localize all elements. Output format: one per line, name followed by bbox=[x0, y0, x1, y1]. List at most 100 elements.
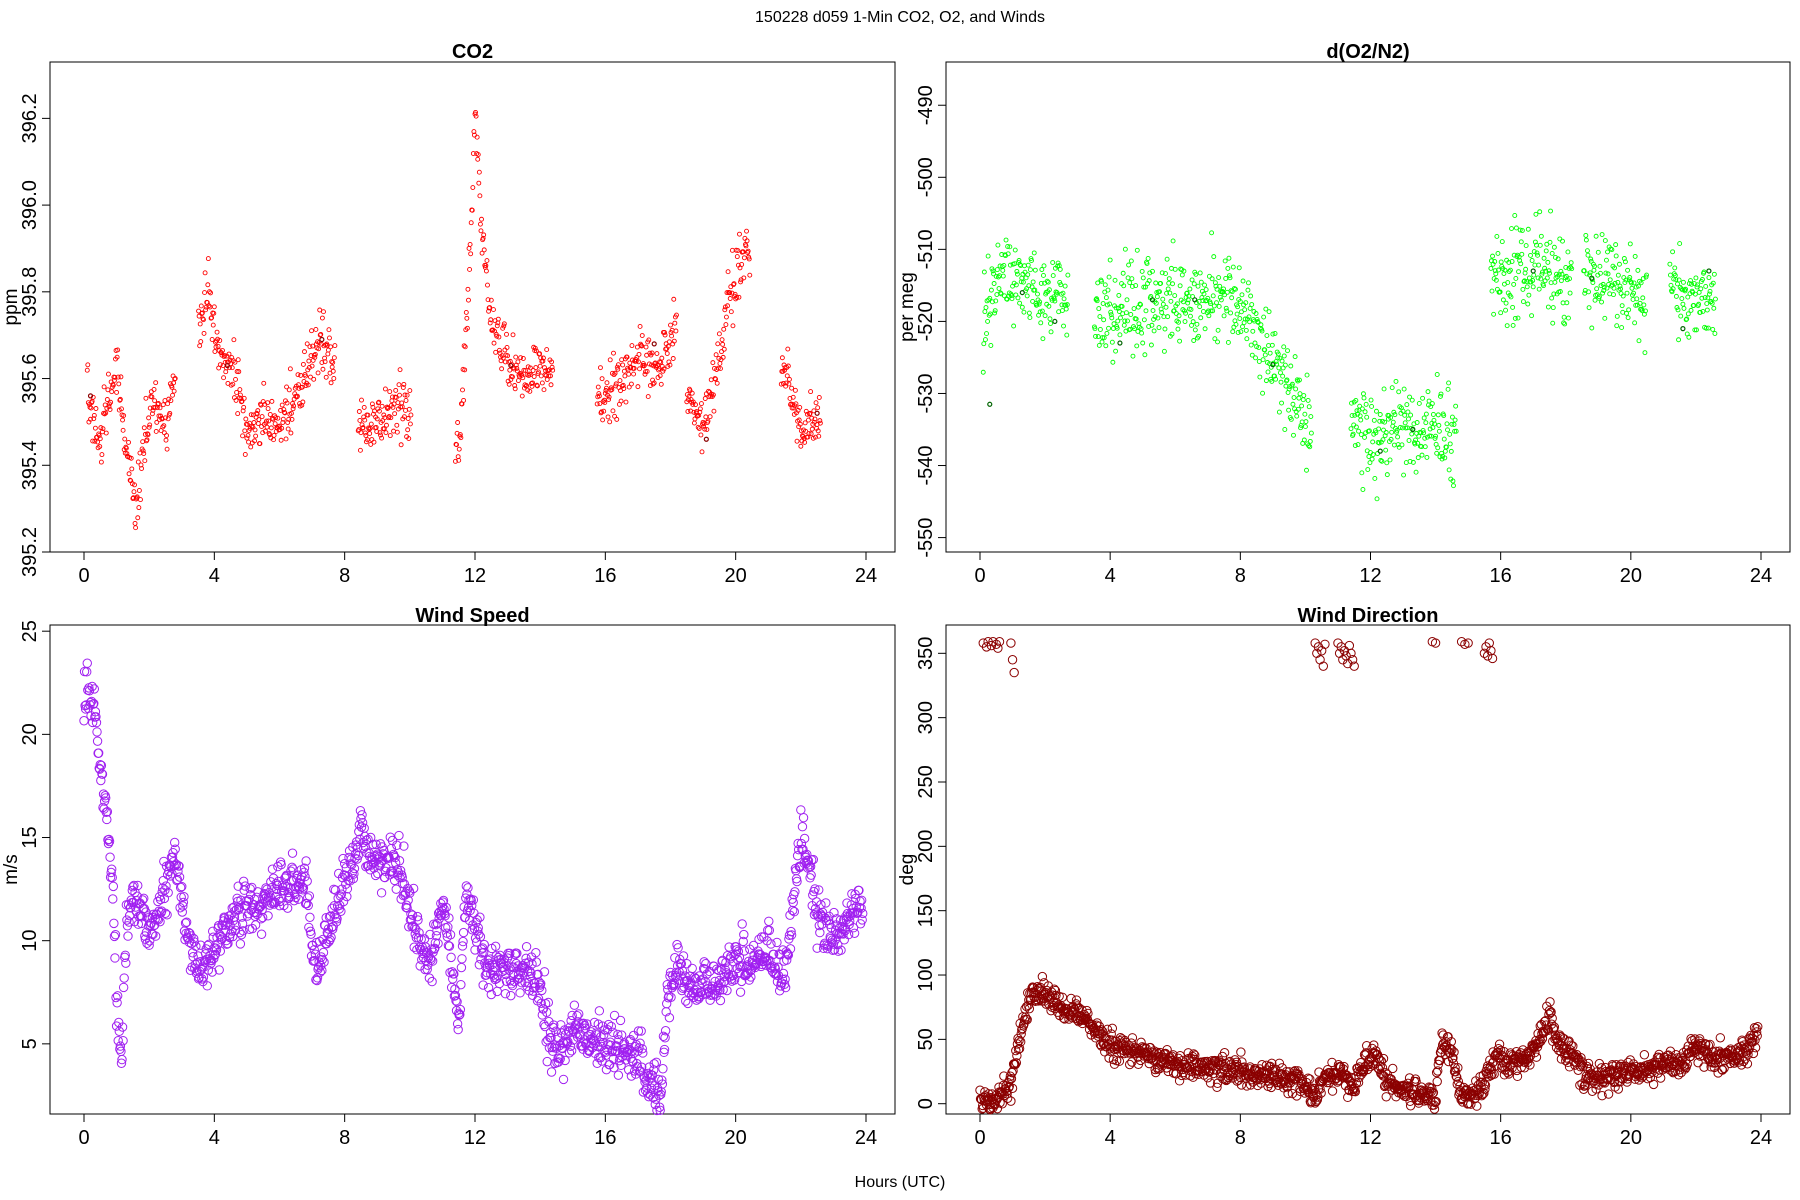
o2-point bbox=[1286, 386, 1292, 392]
o2-point bbox=[1169, 331, 1175, 337]
co2-point bbox=[792, 387, 798, 393]
co2-point bbox=[614, 364, 620, 370]
o2-point bbox=[1261, 314, 1267, 320]
o2-point bbox=[1353, 424, 1359, 430]
o2-point bbox=[985, 318, 991, 324]
o2-point bbox=[1187, 286, 1193, 292]
co2-point bbox=[514, 365, 520, 371]
co2-point bbox=[291, 403, 297, 409]
co2-point bbox=[163, 415, 168, 421]
o2-point bbox=[1419, 452, 1425, 458]
co2-point bbox=[97, 436, 103, 442]
co2-point bbox=[798, 443, 804, 449]
o2-point bbox=[1011, 323, 1017, 329]
o2-point bbox=[995, 274, 1001, 280]
o2-point bbox=[1566, 315, 1571, 321]
o2-point bbox=[1165, 286, 1171, 292]
co2-point bbox=[211, 304, 217, 310]
o2-point bbox=[1685, 294, 1691, 300]
co2-point bbox=[719, 337, 725, 343]
o2-point bbox=[1206, 273, 1212, 279]
co2-highlight-point bbox=[703, 436, 709, 442]
co2-point bbox=[803, 408, 809, 414]
o2-point bbox=[1237, 299, 1243, 305]
co2-highlight-point bbox=[224, 362, 230, 369]
co2-point bbox=[461, 343, 467, 349]
co2-point bbox=[279, 402, 285, 408]
wind_speed-title: Wind Speed bbox=[415, 605, 529, 627]
co2-point bbox=[215, 343, 221, 349]
o2-point bbox=[1194, 321, 1200, 327]
co2-point bbox=[238, 396, 244, 402]
o2-point bbox=[1624, 310, 1629, 316]
co2-point bbox=[290, 401, 295, 406]
o2-x-tick-label: 12 bbox=[1359, 565, 1381, 587]
co2-point bbox=[307, 344, 313, 350]
co2-point bbox=[696, 426, 702, 431]
o2-point bbox=[1299, 403, 1305, 409]
o2-point bbox=[1245, 287, 1251, 293]
o2-point bbox=[1235, 304, 1241, 310]
co2-point bbox=[474, 134, 480, 140]
co2-point bbox=[744, 228, 749, 234]
o2-point bbox=[1639, 308, 1645, 314]
co2-point bbox=[248, 444, 254, 450]
co2-point bbox=[126, 439, 131, 445]
o2-point bbox=[1609, 247, 1615, 253]
co2-point bbox=[286, 416, 292, 422]
co2-point bbox=[794, 438, 800, 444]
o2-point bbox=[1371, 417, 1377, 423]
co2-point bbox=[264, 424, 270, 430]
wind_speed-x-tick-label: 16 bbox=[594, 1127, 616, 1149]
co2-point bbox=[463, 309, 469, 315]
co2-point bbox=[454, 442, 459, 448]
co2-point bbox=[332, 343, 338, 349]
o2-point bbox=[1712, 296, 1718, 302]
o2-point bbox=[1612, 280, 1618, 286]
o2-point bbox=[1146, 278, 1152, 284]
wind_direction-y-tick-label: 150 bbox=[915, 894, 937, 927]
o2-point bbox=[1279, 358, 1285, 364]
co2-point bbox=[685, 409, 691, 414]
o2-point bbox=[1017, 300, 1023, 306]
co2-point bbox=[533, 365, 539, 370]
co2-point bbox=[458, 435, 464, 441]
co2-point bbox=[131, 489, 137, 495]
o2-point bbox=[1381, 386, 1387, 392]
o2-point bbox=[1182, 319, 1188, 324]
co2-point bbox=[519, 372, 525, 378]
o2-point bbox=[1390, 419, 1396, 425]
co2-point bbox=[744, 238, 750, 244]
o2-point bbox=[991, 271, 997, 277]
o2-point bbox=[1135, 328, 1141, 334]
co2-point bbox=[815, 405, 821, 411]
o2-point bbox=[1491, 311, 1497, 317]
o2-point bbox=[1275, 351, 1281, 357]
co2-point bbox=[298, 372, 304, 378]
o2-point bbox=[1446, 467, 1452, 473]
o2-point bbox=[1232, 286, 1238, 292]
o2-point bbox=[1113, 305, 1119, 311]
o2-point bbox=[1520, 286, 1526, 292]
co2-point bbox=[160, 402, 166, 408]
o2-point bbox=[1180, 299, 1186, 305]
co2-point bbox=[126, 471, 132, 477]
co2-point bbox=[806, 431, 812, 437]
co2-point bbox=[85, 362, 91, 368]
co2-point bbox=[356, 409, 362, 414]
o2-point bbox=[1352, 443, 1358, 448]
co2-point bbox=[659, 355, 665, 361]
co2-point bbox=[537, 363, 543, 369]
co2-points bbox=[84, 109, 823, 531]
o2-point bbox=[1497, 289, 1503, 295]
co2-highlight-point bbox=[814, 410, 820, 416]
o2-point bbox=[1518, 239, 1524, 245]
co2-point bbox=[285, 426, 291, 432]
o2-point bbox=[1589, 325, 1595, 331]
co2-point bbox=[618, 398, 624, 404]
co2-title: CO2 bbox=[452, 41, 493, 63]
o2-point bbox=[1387, 457, 1393, 463]
co2-point bbox=[316, 346, 322, 352]
wind_speed-x-tick-label: 4 bbox=[209, 1127, 220, 1149]
o2-point bbox=[1112, 277, 1118, 283]
